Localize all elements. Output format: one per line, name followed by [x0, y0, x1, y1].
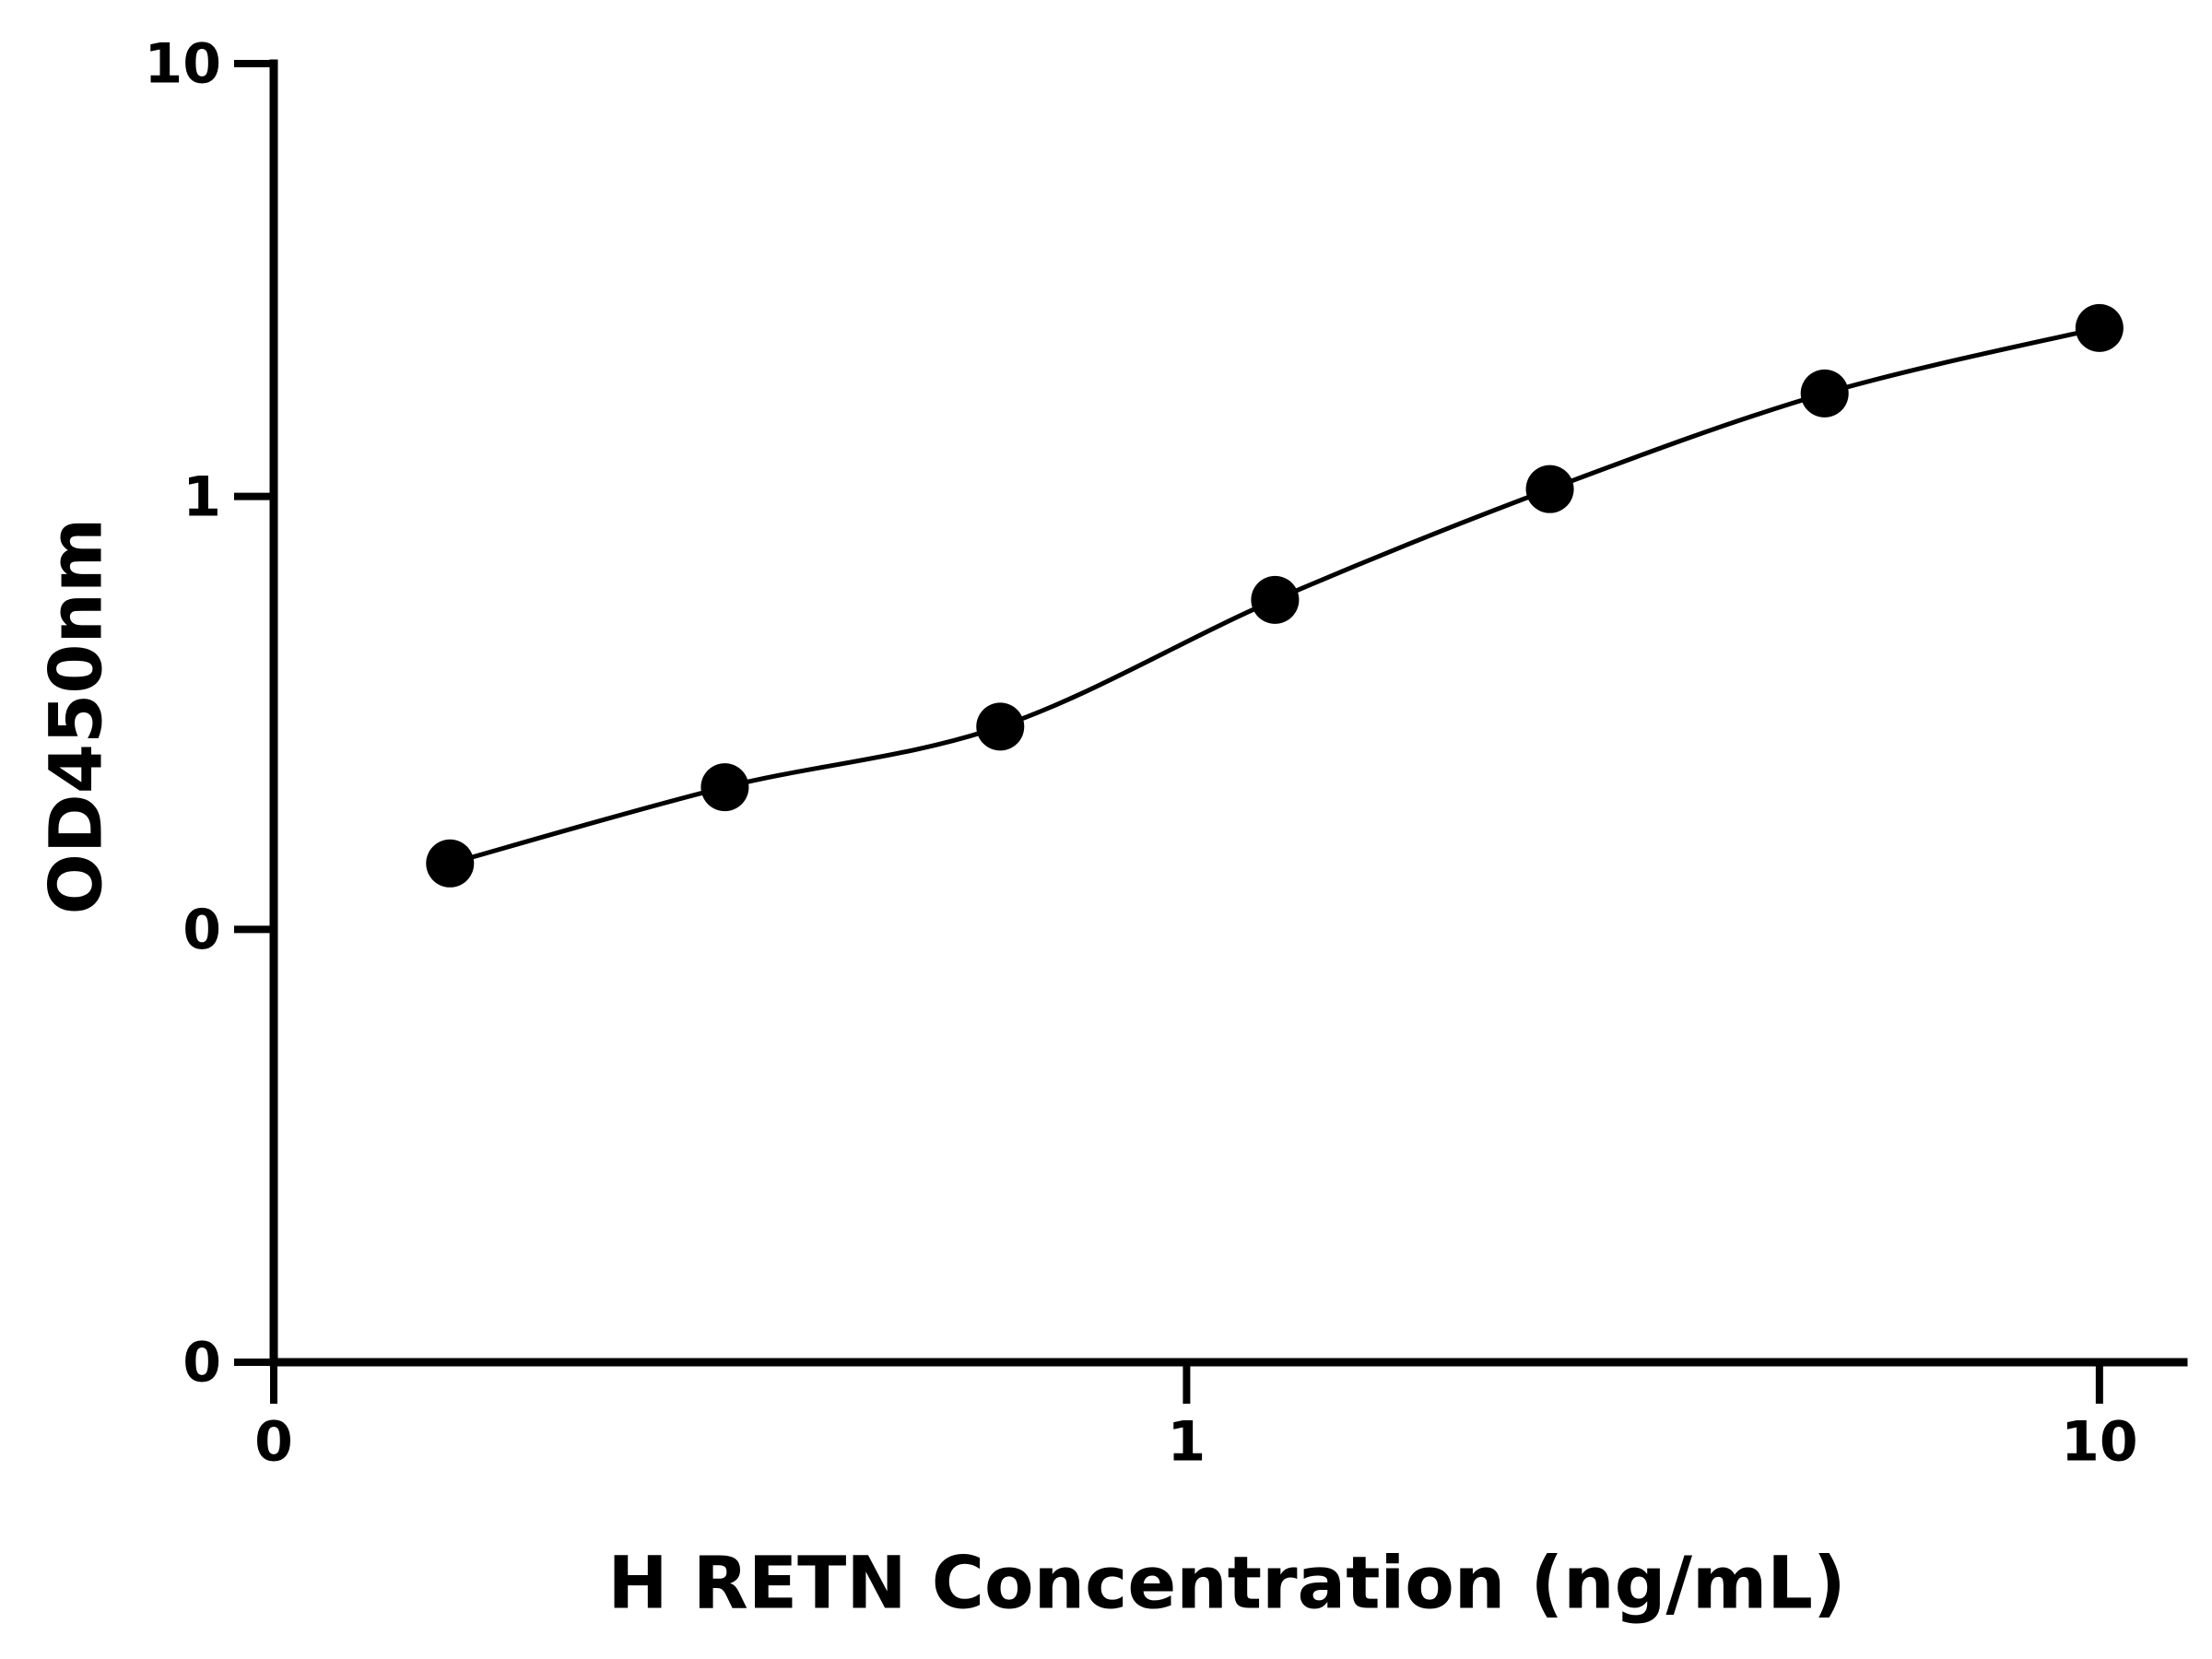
data-point: [2075, 303, 2124, 352]
x-tick-label: 10: [2061, 1410, 2138, 1475]
x-tick-label: 0: [254, 1410, 293, 1475]
y-axis-title: OD450nm: [35, 518, 118, 915]
data-point: [700, 763, 749, 812]
data-point: [976, 702, 1025, 751]
x-tick-label: 1: [1168, 1410, 1206, 1475]
y-tick-label: 10: [145, 32, 222, 97]
y-tick-label: 1: [182, 465, 221, 529]
data-point: [426, 839, 475, 888]
data-point: [1525, 465, 1574, 513]
y-tick-label: 0: [182, 1331, 221, 1395]
data-point: [1800, 369, 1849, 418]
data-point: [1251, 575, 1300, 624]
x-axis-title: H RETN Concentration (ng/mL): [607, 1542, 1845, 1625]
y-tick-label: 0: [182, 898, 221, 962]
